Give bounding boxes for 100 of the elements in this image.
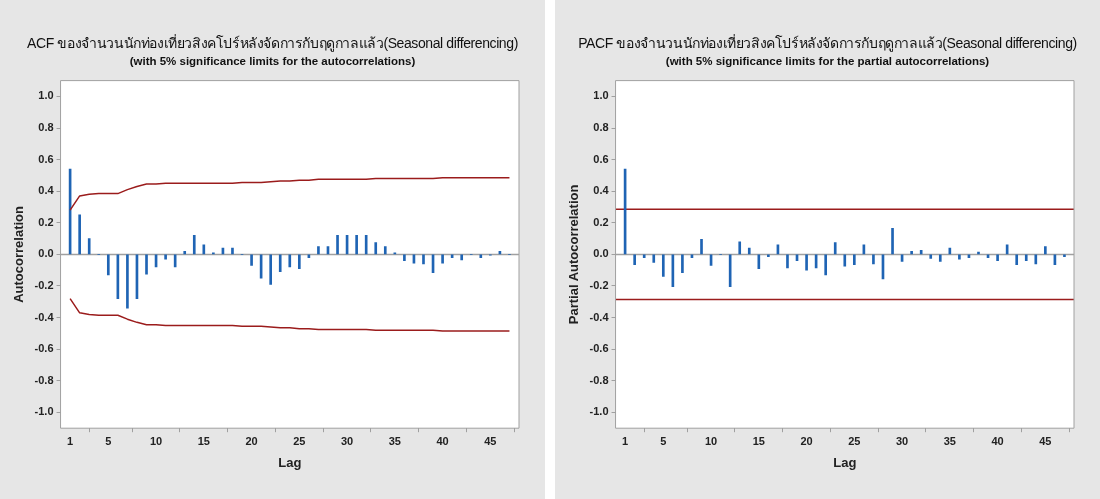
x-tick-label: 45 — [1039, 434, 1052, 447]
x-tick-label: 10 — [704, 434, 718, 447]
y-tick-label: -0.4 — [589, 310, 610, 323]
y-tick-label: 0.8 — [38, 121, 54, 134]
bar — [824, 254, 828, 276]
bar — [78, 214, 81, 255]
bar — [996, 254, 999, 262]
bar — [364, 235, 368, 255]
x-axis-title: Lag — [833, 454, 857, 470]
x-tick-label: 5 — [105, 434, 112, 447]
y-tick-label: -1.0 — [589, 405, 609, 418]
y-tick-label: 0.0 — [593, 247, 609, 260]
y-tick-label: -0.2 — [589, 279, 609, 292]
y-tick-label: -0.4 — [34, 310, 55, 323]
y-tick-label: -0.6 — [34, 342, 54, 355]
bar — [633, 254, 636, 265]
x-tick-label: 25 — [848, 434, 861, 447]
bar — [250, 254, 253, 266]
bar — [891, 228, 894, 255]
bar — [700, 239, 703, 255]
x-tick-label: 30 — [895, 434, 909, 447]
chart-title: PACF ของจำนวนนักท่องเที่ยวสิงคโปร์หลังจัดการกับฤดูกาลแล้ว(Seasonal differencing) — [577, 33, 1078, 52]
bar — [126, 254, 129, 309]
bar — [106, 254, 110, 276]
bar — [1015, 254, 1019, 265]
y-tick-label: 0.4 — [38, 184, 55, 197]
bar — [87, 238, 91, 255]
bar — [479, 254, 483, 258]
bar — [1034, 254, 1038, 265]
bar — [403, 254, 406, 262]
bar — [336, 235, 339, 255]
bar — [738, 241, 742, 255]
bar — [1024, 254, 1028, 262]
bar — [183, 250, 187, 255]
bar — [747, 247, 751, 255]
bar — [355, 235, 358, 255]
bar — [929, 254, 933, 259]
x-tick-label: 10 — [149, 434, 163, 447]
bar — [269, 254, 273, 285]
bar — [374, 242, 378, 255]
bar — [757, 254, 761, 269]
bar — [1044, 246, 1047, 255]
bar — [317, 246, 320, 255]
bar — [460, 254, 464, 261]
bar — [145, 254, 148, 275]
bar — [833, 242, 837, 255]
bar — [843, 254, 847, 267]
x-axis-title: Lag — [278, 454, 302, 470]
x-tick-label: 1 — [622, 434, 629, 447]
chart-subtitle: (with 5% significance limits for the partial autocorrelations) — [664, 55, 991, 67]
x-tick-label: 20 — [245, 434, 258, 447]
y-tick-label: 0.0 — [38, 247, 54, 260]
y-tick-label: 1.0 — [593, 89, 609, 102]
bar — [642, 254, 646, 258]
bar — [652, 254, 656, 263]
x-tick-label: 40 — [991, 434, 1004, 447]
bar — [441, 254, 444, 264]
bar — [288, 254, 292, 268]
y-tick-label: 0.2 — [38, 215, 54, 228]
bar — [681, 254, 684, 273]
y-tick-label: 0.6 — [593, 152, 609, 165]
bar — [383, 246, 387, 255]
bar — [938, 254, 942, 262]
bar — [231, 247, 234, 255]
y-tick-label: -0.8 — [589, 373, 609, 386]
bar — [805, 254, 808, 271]
y-tick-label: 0.4 — [593, 184, 610, 197]
bar — [786, 254, 789, 269]
bar — [278, 254, 282, 273]
y-tick-label: 0.2 — [593, 215, 609, 228]
y-tick-label: -0.6 — [589, 342, 609, 355]
y-axis-title: Partial Autocorrelation — [566, 184, 582, 325]
y-tick-label: -1.0 — [34, 405, 54, 418]
x-tick-label: 45 — [484, 434, 497, 447]
x-tick-label: 35 — [943, 434, 956, 447]
bar — [958, 254, 961, 260]
y-tick-label: -0.2 — [34, 279, 54, 292]
x-tick-label: 15 — [752, 434, 765, 447]
bar — [298, 254, 301, 269]
bar — [872, 254, 875, 265]
y-tick-label: 0.6 — [38, 152, 54, 165]
bar — [919, 250, 923, 255]
x-tick-label: 15 — [197, 434, 210, 447]
x-tick-label: 35 — [388, 434, 401, 447]
bar — [910, 250, 913, 255]
y-tick-label: 1.0 — [38, 89, 54, 102]
x-tick-label: 20 — [800, 434, 813, 447]
x-tick-label: 30 — [340, 434, 354, 447]
bar — [202, 244, 206, 255]
y-tick-label: 0.8 — [593, 121, 609, 134]
x-tick-label: 40 — [436, 434, 449, 447]
y-axis-title: Autocorrelation — [11, 205, 27, 303]
x-tick-label: 1 — [67, 434, 74, 447]
bar — [422, 254, 425, 265]
bar — [661, 254, 665, 277]
bar — [853, 254, 856, 265]
chart-title: ACF ของจำนวนนักท่องเที่ยวสิงคโปร์หลังจัดการกับฤดูกาลแล้ว(Seasonal differencing) — [26, 33, 519, 52]
chart-subtitle: (with 5% significance limits for the autocorrelations) — [128, 55, 417, 67]
bar — [192, 235, 196, 255]
bar — [164, 254, 167, 260]
